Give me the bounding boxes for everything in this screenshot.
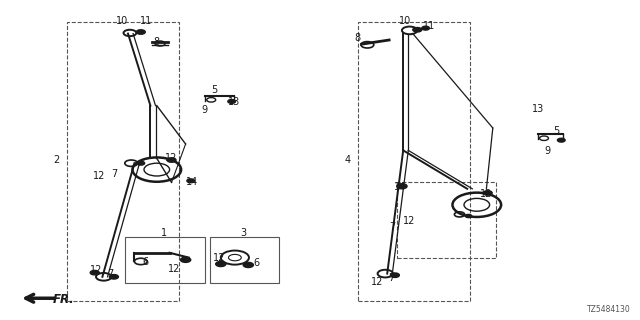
Circle shape	[422, 26, 429, 30]
Text: 12: 12	[168, 264, 180, 275]
Bar	[397, 182, 496, 258]
Circle shape	[90, 270, 99, 275]
Circle shape	[167, 158, 176, 162]
Text: 10: 10	[116, 16, 129, 26]
Text: 5: 5	[211, 84, 218, 95]
Circle shape	[413, 28, 422, 32]
Text: 12: 12	[90, 265, 102, 276]
Text: 10: 10	[399, 16, 412, 26]
Circle shape	[136, 30, 145, 34]
Text: 6: 6	[253, 258, 259, 268]
Text: 2: 2	[53, 155, 60, 165]
Text: 11: 11	[422, 20, 435, 31]
Circle shape	[557, 138, 565, 142]
Text: 6: 6	[142, 257, 148, 268]
Bar	[125, 237, 205, 283]
Circle shape	[397, 184, 407, 189]
Bar	[358, 22, 470, 301]
Circle shape	[137, 161, 145, 165]
Text: 14: 14	[186, 177, 198, 188]
Text: 14: 14	[394, 182, 406, 192]
Text: 8: 8	[154, 36, 160, 47]
Text: 5: 5	[554, 126, 560, 136]
Text: 13: 13	[531, 104, 544, 114]
Text: 7: 7	[388, 273, 395, 284]
Text: 12: 12	[93, 171, 106, 181]
Text: 1: 1	[161, 228, 168, 238]
Circle shape	[228, 100, 236, 103]
Text: 12: 12	[371, 277, 384, 287]
Circle shape	[243, 262, 253, 268]
Circle shape	[465, 214, 472, 218]
Text: 12: 12	[403, 216, 416, 226]
Bar	[67, 22, 179, 301]
Text: 3: 3	[241, 228, 247, 238]
Text: 7: 7	[111, 169, 117, 180]
Text: 12: 12	[165, 153, 178, 164]
Bar	[210, 237, 279, 283]
Text: 9: 9	[202, 105, 208, 116]
Circle shape	[187, 179, 195, 183]
Text: 13: 13	[227, 97, 240, 108]
Text: 12: 12	[480, 188, 493, 199]
Circle shape	[180, 257, 191, 262]
Circle shape	[109, 275, 118, 279]
Text: 7: 7	[108, 269, 114, 279]
Text: 11: 11	[140, 16, 152, 26]
Text: 12: 12	[213, 253, 226, 263]
Text: TZ5484130: TZ5484130	[587, 305, 630, 314]
Text: 4: 4	[344, 155, 351, 165]
Text: 9: 9	[544, 146, 550, 156]
Text: 7: 7	[389, 222, 396, 232]
Text: FR.: FR.	[52, 293, 74, 306]
Circle shape	[216, 261, 226, 267]
Circle shape	[390, 273, 399, 277]
Text: 8: 8	[354, 33, 360, 44]
Circle shape	[483, 191, 492, 195]
